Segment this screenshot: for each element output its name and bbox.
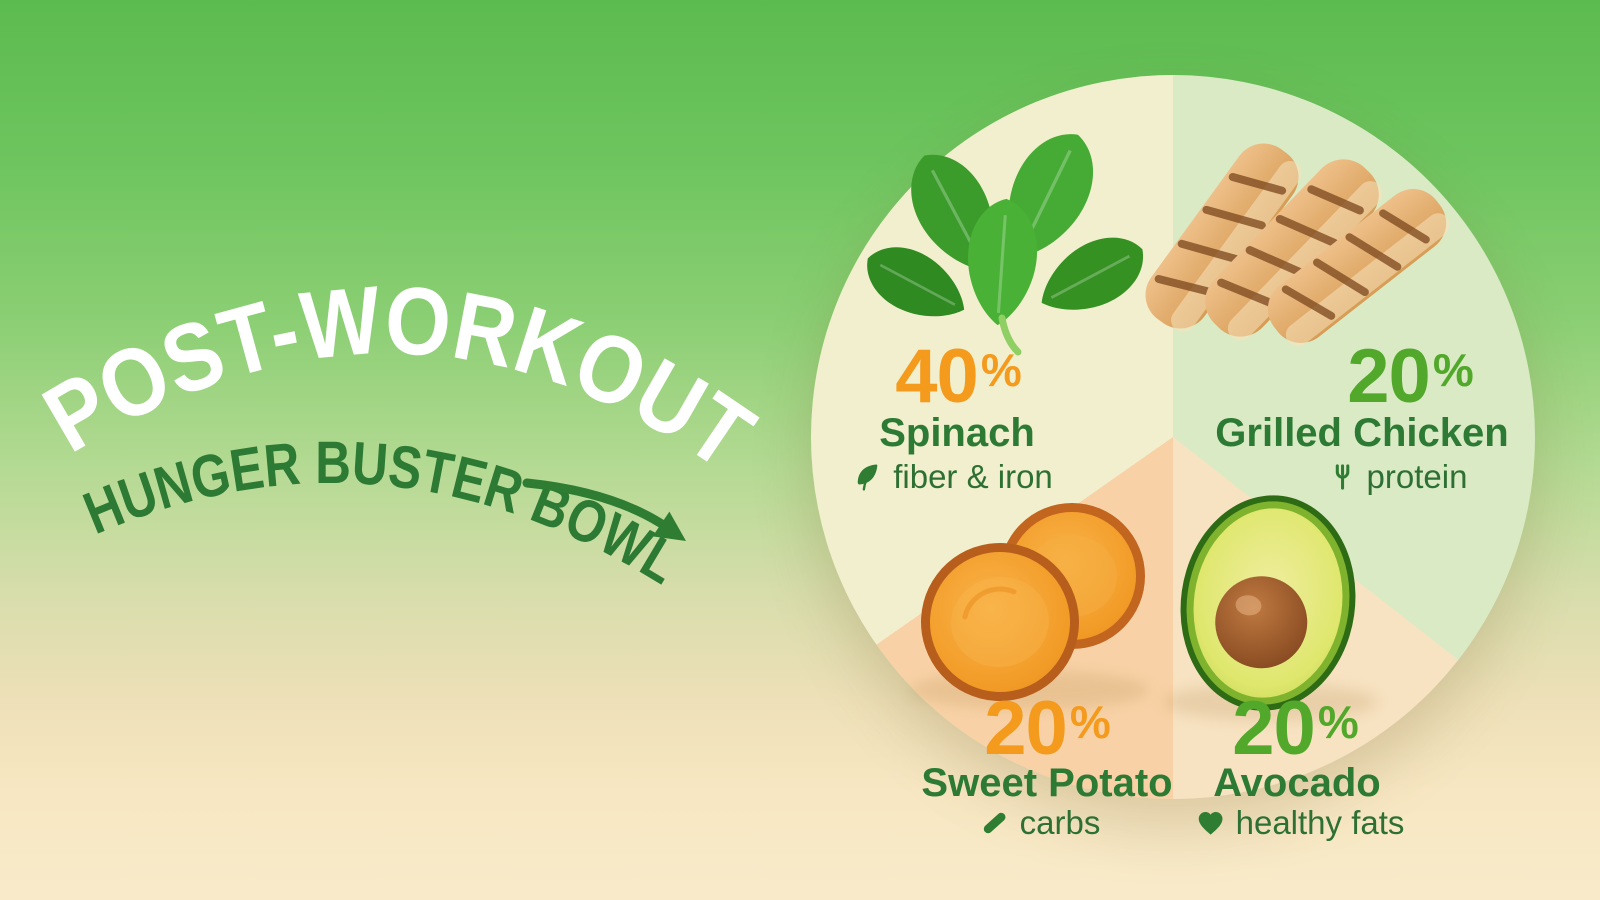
fork-icon — [1329, 463, 1357, 491]
sweet-potato-benefit: carbs — [980, 804, 1101, 841]
spinach-benefit-text: fiber & iron — [893, 458, 1053, 495]
chicken-percent-sign: % — [1432, 344, 1474, 396]
sweet-potato-benefit-text: carbs — [1019, 804, 1101, 841]
spinach-percent-sign: % — [980, 344, 1022, 396]
sweet-potato-percent-sign: % — [1069, 696, 1111, 748]
chicken-percentage: 20% — [1347, 339, 1474, 415]
spinach-percentage-value: 40 — [895, 334, 979, 419]
title-line1: POST-WORKOUT — [27, 266, 772, 490]
avocado-label: Avocado — [1213, 761, 1381, 805]
curved-arrow-icon — [522, 478, 686, 541]
chicken-label: Grilled Chicken — [1215, 411, 1509, 455]
spinach-label: Spinach — [879, 411, 1035, 455]
avocado-percentage: 20% — [1232, 691, 1359, 767]
carb-stick-icon — [980, 808, 1010, 838]
sweet-potato-percentage: 20% — [984, 691, 1111, 767]
sweet-potato-percentage-value: 20 — [984, 686, 1068, 771]
spinach-percentage: 40% — [895, 339, 1022, 415]
avocado-percent-sign: % — [1317, 696, 1359, 748]
title-arc-text: POST-WORKOUT — [27, 266, 772, 490]
chicken-benefit: protein — [1329, 458, 1468, 495]
spinach-benefit: fiber & iron — [851, 460, 1053, 493]
chicken-percentage-value: 20 — [1347, 334, 1431, 419]
heart-icon — [1196, 808, 1226, 838]
avocado-benefit: healthy fats — [1196, 804, 1405, 841]
sweet-potato-label: Sweet Potato — [921, 761, 1173, 805]
subtitle-arc-text: HUNGER BUSTER BOWL — [75, 429, 691, 597]
avocado-benefit-text: healthy fats — [1235, 804, 1405, 841]
chicken-benefit-text: protein — [1366, 458, 1468, 495]
leaf-icon — [851, 461, 883, 493]
title-line2: HUNGER BUSTER BOWL — [75, 429, 691, 597]
avocado-percentage-value: 20 — [1232, 686, 1316, 771]
